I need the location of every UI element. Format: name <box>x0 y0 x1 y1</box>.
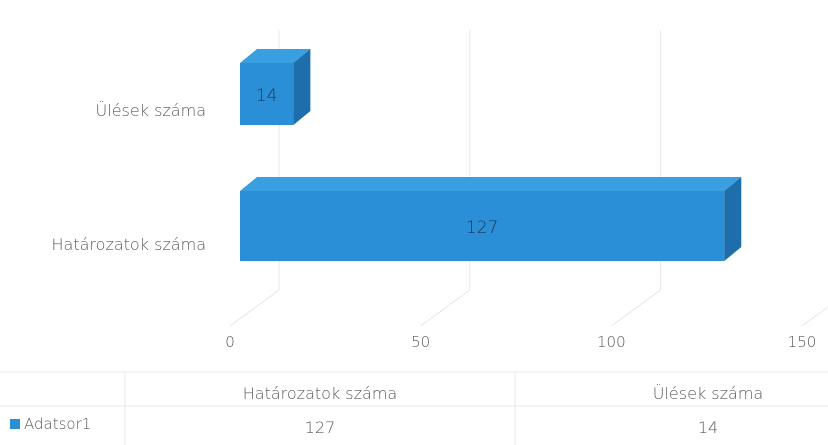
floor-line <box>229 289 280 327</box>
bars: 127 14 <box>240 49 742 261</box>
table-cell: 14 <box>698 418 718 437</box>
bar-side-face <box>724 177 742 261</box>
chart-floor <box>229 289 828 327</box>
category-label: Határozatok száma <box>52 235 206 254</box>
floor-line <box>611 289 661 327</box>
bar-top-face <box>240 177 742 191</box>
legend-label: Adatsor1 <box>24 415 91 433</box>
table-header: Határozatok száma <box>243 384 397 403</box>
data-label: 14 <box>256 86 278 106</box>
table-header: Ülések száma <box>653 384 763 403</box>
bar-side-face <box>293 49 311 125</box>
data-label: 127 <box>466 218 498 238</box>
bar-top-face <box>240 49 311 63</box>
table-cell: 127 <box>305 418 336 437</box>
category-label: Ülések száma <box>96 101 206 120</box>
legend-key <box>10 419 20 429</box>
x-tick-label: 50 <box>411 333 430 351</box>
x-axis-ticks: 0 50 100 150 <box>225 333 816 351</box>
floor-line <box>420 289 471 327</box>
bar <box>240 63 294 125</box>
category-labels: Határozatok száma Ülések száma <box>52 101 206 254</box>
floor-line <box>801 306 828 327</box>
x-tick-label: 0 <box>225 333 235 351</box>
bar <box>240 191 725 261</box>
x-tick-label: 150 <box>788 333 817 351</box>
x-tick-label: 100 <box>597 333 626 351</box>
data-table: Határozatok száma Ülések száma Adatsor1 127… <box>0 371 828 445</box>
